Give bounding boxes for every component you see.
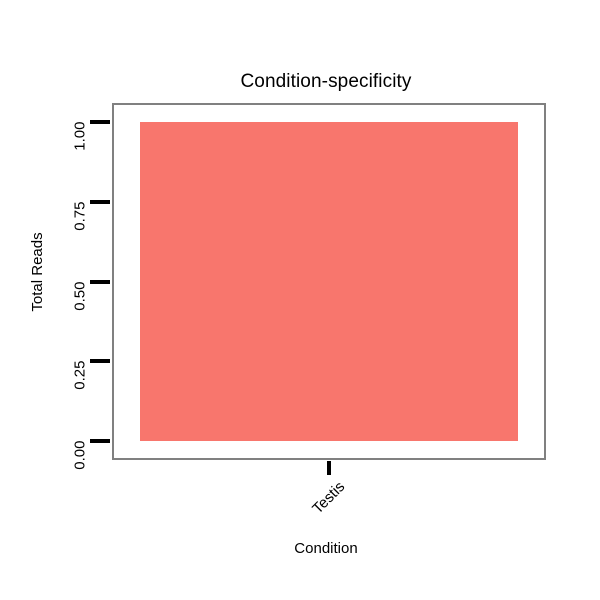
chart-title: Condition-specificity — [240, 71, 412, 92]
y-tick-mark — [90, 199, 110, 204]
y-tick-mark — [90, 279, 110, 284]
y-tick-label: 0.75 — [71, 201, 89, 231]
plot-area — [114, 105, 544, 458]
x-axis-title: Condition — [294, 540, 358, 557]
plot-panel — [112, 103, 546, 460]
y-tick-label: 0.00 — [71, 440, 89, 470]
bar[interactable] — [139, 122, 519, 441]
y-axis-title: Total Reads — [29, 232, 46, 312]
y-tick-label-wrap: 1.00 — [0, 114, 89, 151]
y-tick-mark — [90, 438, 110, 443]
x-tick-mark — [327, 461, 331, 475]
y-tick-label-wrap: 0.75 — [0, 194, 89, 230]
y-tick-label: 1.00 — [71, 121, 89, 152]
y-tick-label-wrap: 0.50 — [0, 274, 89, 310]
y-tick-mark — [90, 120, 110, 125]
y-tick-label: 0.25 — [71, 360, 89, 390]
y-tick-label: 0.50 — [71, 281, 89, 311]
y-tick-label-wrap: 0.00 — [0, 433, 89, 469]
y-tick-mark — [90, 359, 110, 363]
y-tick-label-wrap: 0.25 — [0, 353, 89, 390]
